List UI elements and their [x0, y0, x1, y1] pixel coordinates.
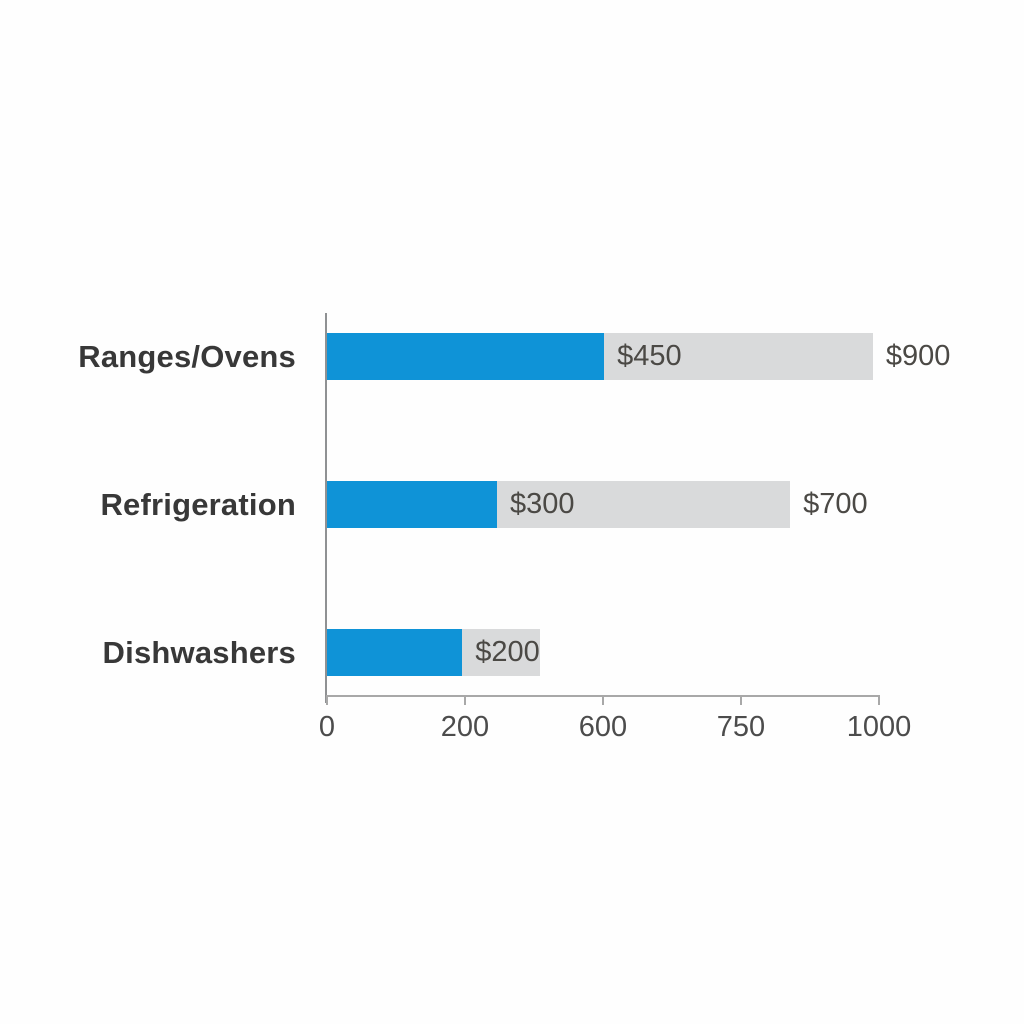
blue-bar-segment	[327, 333, 605, 380]
x-axis-tick	[740, 695, 742, 705]
category-label: Refrigeration	[100, 487, 296, 522]
bar-track: $300 $700	[327, 481, 879, 528]
x-axis-tick-label: 1000	[846, 711, 912, 743]
blue-bar-segment	[327, 481, 498, 528]
x-axis-tick	[602, 695, 604, 705]
gray-bar-segment: $300	[497, 481, 791, 528]
x-axis-tick-label: 200	[440, 711, 490, 743]
y-axis-line	[325, 313, 327, 703]
category-label: Ranges/Ovens	[78, 339, 296, 374]
category-label: Dishwashers	[102, 635, 296, 670]
x-axis-line: 0 200 600 750 1000	[319, 695, 911, 743]
x-axis-tick	[326, 695, 328, 705]
bar-row: Dishwashers $200	[0, 629, 1024, 676]
bar-value-label-inner: $300	[510, 488, 575, 520]
bar-track: $200	[327, 629, 879, 676]
bar-row: Ranges/Ovens $450 $900	[0, 333, 1024, 380]
x-axis-tick-label: 750	[716, 711, 766, 743]
bar-row: Refrigeration $300 $700	[0, 481, 1024, 528]
bar-value-label-outer: $900	[885, 340, 951, 372]
gray-bar-segment: $450	[604, 333, 873, 380]
x-axis-tick	[464, 695, 466, 705]
bar-track: $450 $900	[327, 333, 950, 380]
bar-value-label-outer: $700	[803, 488, 868, 520]
x-axis-tick	[878, 695, 880, 705]
x-axis-tick-label: 0	[318, 711, 336, 743]
x-axis-tick-label: 600	[578, 711, 628, 743]
bar-value-label-inner: $200	[475, 636, 540, 668]
blue-bar-segment	[327, 629, 463, 676]
gray-bar-segment: $200	[462, 629, 541, 676]
bar-value-label-inner: $450	[617, 340, 682, 372]
